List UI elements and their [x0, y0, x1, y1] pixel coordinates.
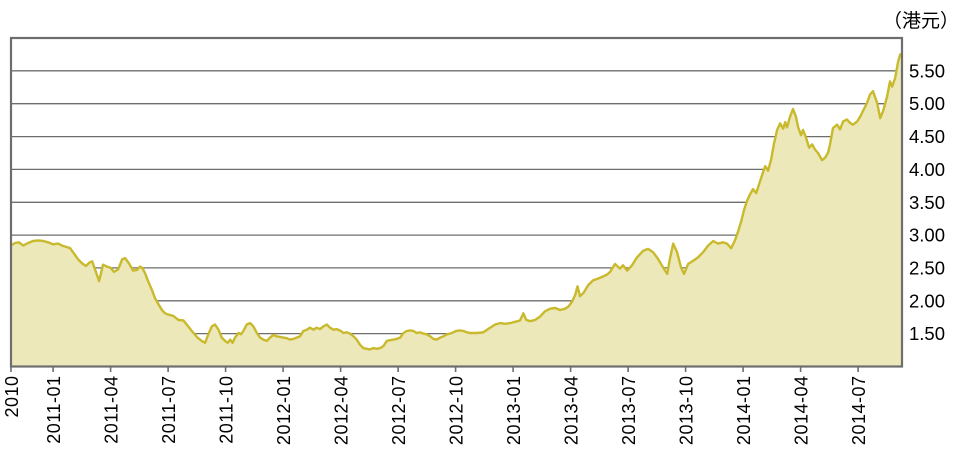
x-tick-label: 2012-01 [274, 376, 294, 446]
x-tick-label: 2010 [2, 376, 22, 418]
price-line [10, 53, 903, 351]
x-tick-label: 2013-01 [504, 376, 524, 446]
price-area [11, 54, 902, 367]
y-tick-label: 4.50 [909, 126, 945, 147]
y-tick-label: 3.50 [909, 192, 945, 213]
x-tick-label: 2012-04 [332, 376, 352, 446]
y-axis-labels: 1.50 2.00 2.50 3.00 3.50 4.00 4.50 5.00 5.50 [909, 60, 945, 344]
x-tick-label: 2014-04 [792, 376, 812, 446]
x-tick-label: 2011-10 [217, 376, 237, 444]
x-tick-label: 2012-07 [389, 376, 409, 446]
x-tick-label: 2011-07 [159, 376, 179, 444]
x-tick-label: 2013-07 [619, 376, 639, 446]
y-tick-label: 2.50 [909, 257, 945, 278]
x-tick-label: 2011-01 [44, 376, 64, 444]
y-tick-label: 5.50 [909, 60, 945, 81]
plot-border [9, 36, 904, 368]
x-tick-label: 2014-07 [849, 376, 869, 446]
x-tick-label: 2011-04 [102, 376, 122, 444]
y-tick-label: 3.00 [909, 225, 945, 246]
y-tick-label: 4.00 [909, 159, 945, 180]
x-axis-ticks [10, 366, 859, 372]
y-tick-label: 2.00 [909, 290, 945, 311]
y-tick-label: 5.00 [909, 93, 945, 114]
x-tick-label: 2014-01 [734, 376, 754, 446]
y-tick-label: 1.50 [909, 323, 945, 344]
currency-unit-label: （港元） [883, 10, 959, 32]
x-tick-label: 2012-10 [447, 375, 467, 445]
x-tick-label: 2013-04 [562, 376, 582, 446]
x-axis-labels: 2010 2011-01 2011-04 2011-07 2011-10 2012-01 2… [2, 375, 869, 445]
gridlines [11, 70, 902, 335]
x-tick-label: 2013-10 [677, 376, 697, 446]
